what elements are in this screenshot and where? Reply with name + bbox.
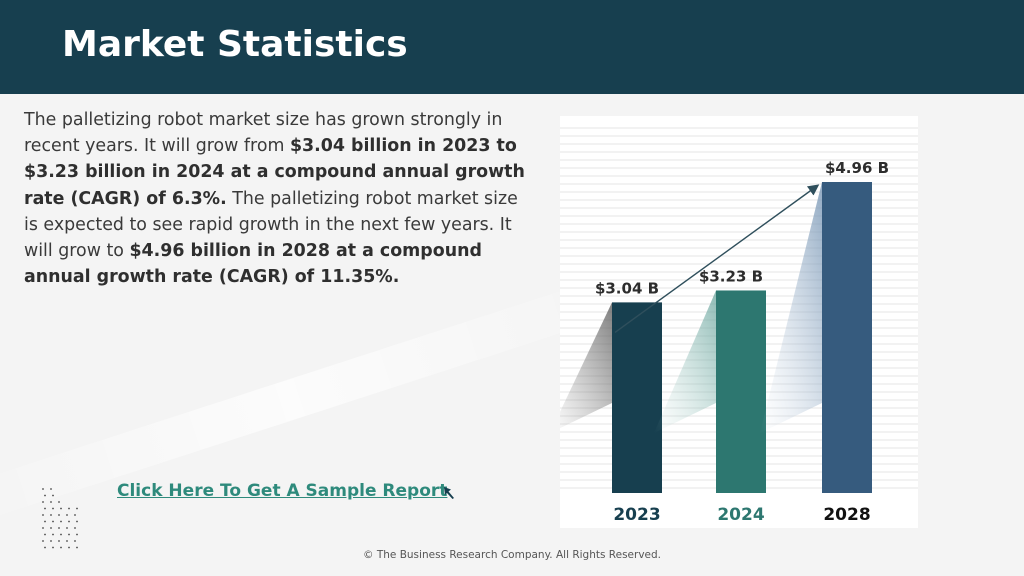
category-label: 2024 (717, 505, 764, 525)
description-segment: $4.96 billion in 2028 at a compound annu… (24, 241, 482, 288)
data-label: $4.96 B (825, 159, 889, 177)
data-label: $3.23 B (699, 267, 763, 285)
description-segment: $3.04 billion in 2023 to $3.23 billion i… (24, 136, 525, 209)
description-segment: The palletizing robot market size has gr… (24, 110, 503, 157)
data-label: $3.04 B (595, 279, 659, 297)
category-label: 2028 (823, 505, 870, 525)
bar-shadow (760, 182, 822, 433)
bar-2023 (612, 302, 662, 493)
copyright-footer: © The Business Research Company. All Rig… (363, 549, 661, 561)
sample-report-link[interactable]: Click Here To Get A Sample Report (117, 481, 448, 501)
cursor-arrow-icon (444, 487, 454, 499)
bar-shadow (550, 302, 612, 433)
header-bar: Market Statistics (0, 0, 1024, 94)
trend-arrow (614, 184, 820, 333)
bar-chart: $3.04 B 2023 $3.23 B 2024 $4.96 B 2028 (550, 127, 918, 525)
category-label: 2023 (613, 505, 660, 525)
market-description: The palletizing robot market size has gr… (24, 107, 534, 290)
dot-grid-icon (42, 488, 78, 549)
description-segment: The palletizing robot market size is exp… (24, 188, 518, 262)
bar-2024 (716, 290, 766, 493)
chart-panel: $3.04 B 2023 $3.23 B 2024 $4.96 B 2028 (550, 116, 918, 528)
bar-2028 (822, 182, 872, 493)
page-title: Market Statistics (62, 24, 408, 65)
